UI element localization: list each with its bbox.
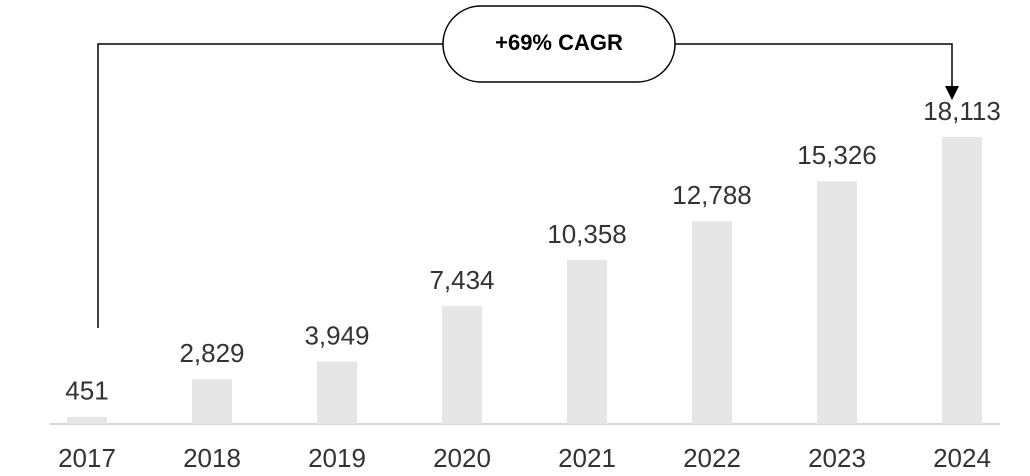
x-tick-label: 2023 bbox=[808, 443, 866, 473]
value-label: 10,358 bbox=[547, 219, 627, 249]
value-label: 3,949 bbox=[304, 320, 369, 350]
value-label: 7,434 bbox=[429, 265, 494, 295]
bar bbox=[67, 416, 107, 424]
value-label: 18,113 bbox=[923, 96, 1001, 126]
cagr-box bbox=[442, 5, 676, 83]
bar bbox=[817, 181, 857, 424]
cagr-label: +69% CAGR bbox=[495, 30, 623, 55]
bar bbox=[567, 259, 607, 424]
x-tick-label: 2019 bbox=[308, 443, 366, 473]
value-label: 12,788 bbox=[672, 180, 752, 210]
x-tick-label: 2024 bbox=[933, 443, 991, 473]
x-tick-label: 2017 bbox=[58, 443, 116, 473]
x-tick-label: 2018 bbox=[183, 443, 241, 473]
x-tick-label: 2020 bbox=[433, 443, 491, 473]
bar bbox=[317, 361, 357, 424]
cagr-connector bbox=[675, 43, 953, 88]
cagr-arrow bbox=[945, 86, 959, 100]
value-label: 2,829 bbox=[179, 338, 244, 368]
cagr-connector bbox=[97, 43, 443, 328]
bar bbox=[192, 379, 232, 424]
value-label: 15,326 bbox=[797, 140, 877, 170]
x-tick-label: 2021 bbox=[558, 443, 616, 473]
bar bbox=[692, 221, 732, 424]
bar bbox=[942, 137, 982, 424]
bar bbox=[442, 306, 482, 424]
x-tick-label: 2022 bbox=[683, 443, 741, 473]
value-label: 451 bbox=[65, 376, 108, 406]
